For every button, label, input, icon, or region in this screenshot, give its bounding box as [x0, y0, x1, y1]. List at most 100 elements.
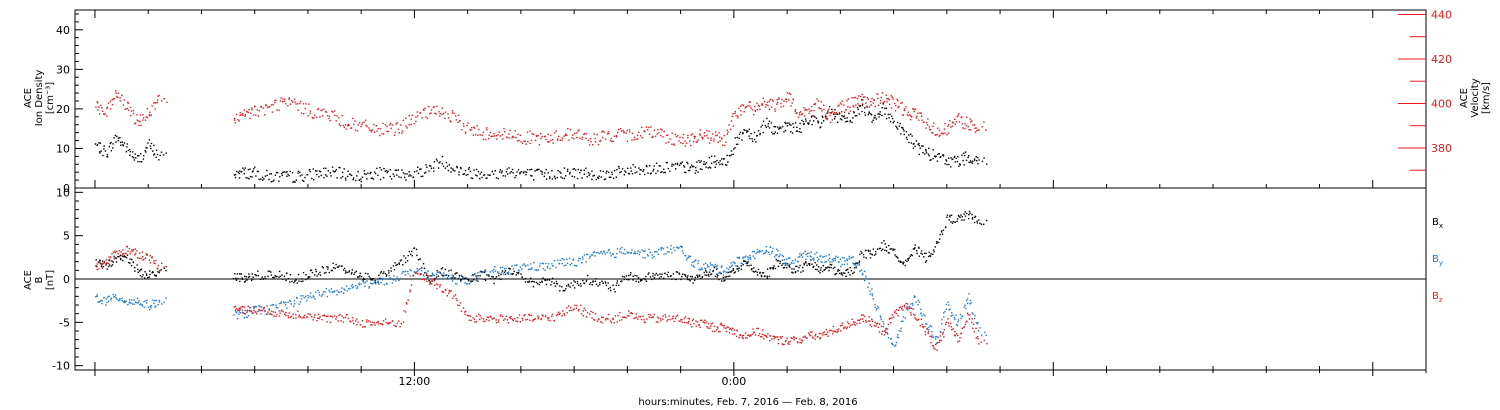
series-velocity-point	[109, 100, 112, 102]
series-bx-point	[134, 270, 136, 272]
series-density-point	[737, 143, 739, 145]
series-density-point	[822, 116, 824, 118]
series-velocity-point	[344, 124, 347, 126]
series-by-point	[507, 273, 509, 275]
series-bx-point	[680, 278, 682, 281]
series-bz-point	[888, 318, 891, 320]
series-velocity-point	[315, 116, 318, 119]
series-bz-point	[741, 334, 743, 337]
series-bx-point	[330, 269, 333, 272]
series-bz-point	[134, 248, 136, 250]
series-bz-point	[846, 321, 849, 323]
series-bx-point	[772, 268, 774, 270]
series-density-point	[618, 167, 620, 169]
series-bz-point	[647, 313, 650, 316]
series-bz-point	[555, 314, 558, 317]
series-bz-point	[812, 336, 814, 338]
series-velocity-point	[890, 95, 892, 97]
series-bx-point	[475, 275, 477, 277]
series-velocity-point	[307, 115, 309, 117]
series-density-point	[783, 131, 785, 133]
series-by-point	[144, 300, 147, 302]
series-density-point	[245, 177, 247, 179]
series-bz-point	[533, 318, 536, 321]
series-density-point	[911, 135, 913, 137]
series-velocity-point	[599, 140, 601, 142]
series-by-point	[763, 252, 765, 255]
series-bz-point	[238, 307, 240, 309]
series-density-point	[479, 173, 481, 175]
series-velocity-point	[898, 105, 900, 108]
series-bx-point	[638, 281, 640, 283]
series-velocity-point	[292, 101, 294, 103]
series-density-point	[569, 171, 571, 174]
series-velocity-point	[625, 132, 627, 134]
series-density-point	[950, 166, 952, 168]
series-bz-point	[528, 314, 531, 316]
series-bz-point	[163, 266, 165, 268]
series-density-point	[347, 170, 349, 172]
series-by-point	[872, 298, 874, 300]
series-velocity-point	[782, 105, 785, 107]
series-bx-point	[951, 222, 954, 224]
series-by-point	[677, 247, 679, 250]
series-bz-point	[95, 265, 97, 267]
series-velocity-point	[966, 116, 968, 118]
series-by-point	[518, 269, 520, 271]
series-bz-point	[760, 336, 762, 338]
series-bx-point	[896, 256, 898, 258]
series-density-point	[741, 139, 743, 141]
series-velocity-point	[877, 93, 879, 95]
series-bx-point	[786, 262, 789, 265]
series-bz-point	[482, 318, 485, 320]
series-bz-point	[971, 321, 973, 324]
series-bz-point	[861, 318, 864, 320]
series-by-point	[489, 271, 492, 273]
series-bz-point	[165, 265, 167, 268]
series-bz-point	[247, 305, 249, 307]
series-density-point	[508, 167, 510, 169]
series-density-point	[634, 166, 636, 168]
series-bz-point	[600, 321, 602, 323]
series-by-point	[612, 253, 614, 255]
series-velocity-point	[544, 135, 547, 137]
series-by-point	[799, 253, 801, 255]
series-bz-point	[462, 307, 465, 309]
series-velocity-point	[238, 120, 240, 122]
series-by-point	[96, 294, 98, 296]
series-velocity-point	[835, 112, 838, 114]
series-bx-point	[899, 260, 902, 262]
series-bz-point	[584, 309, 587, 311]
series-density-point	[145, 151, 147, 153]
series-bz-point	[482, 320, 485, 322]
series-by-point	[416, 271, 418, 273]
series-density-point	[761, 124, 764, 126]
series-bx-point	[533, 281, 535, 283]
series-bx-point	[241, 278, 244, 280]
series-bx-point	[294, 280, 296, 282]
series-density-point	[428, 164, 431, 167]
series-by-point	[979, 327, 981, 329]
series-by-point	[985, 334, 987, 336]
series-bx-point	[319, 274, 322, 276]
series-density-point	[420, 168, 422, 170]
series-density-point	[358, 179, 361, 181]
series-bz-point	[891, 317, 893, 319]
series-velocity-point	[791, 102, 793, 104]
series-by-point	[561, 258, 563, 260]
series-velocity-point	[846, 99, 848, 102]
series-bz-point	[437, 284, 439, 286]
series-density-point	[694, 172, 697, 174]
series-bx-point	[151, 272, 153, 274]
series-velocity-point	[490, 135, 492, 138]
series-by-point	[670, 245, 672, 247]
series-density-point	[681, 161, 684, 163]
series-by-point	[966, 302, 969, 304]
series-bx-point	[664, 272, 666, 275]
series-bz-point	[508, 316, 511, 318]
series-bz-point	[292, 313, 294, 315]
series-density-point	[369, 172, 371, 174]
series-velocity-point	[856, 97, 859, 100]
series-density-point	[380, 169, 383, 171]
series-velocity-point	[604, 138, 607, 140]
